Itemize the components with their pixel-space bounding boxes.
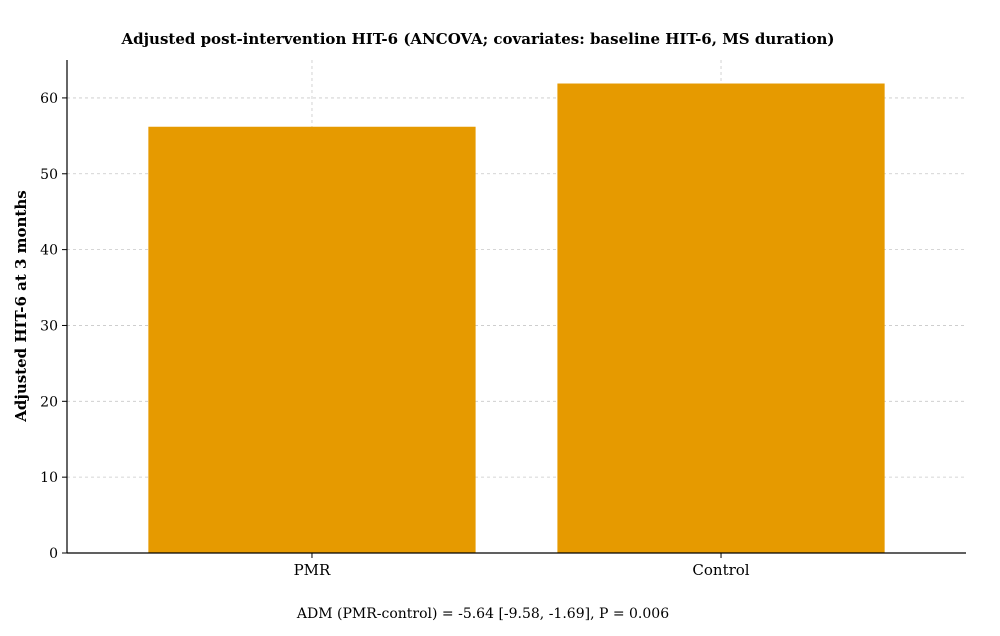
- y-tick-label: 30: [40, 318, 58, 334]
- y-ticks: 0 10 20 30 40 50 60: [40, 91, 67, 562]
- chart-annotation: ADM (PMR-control) = -5.64 [-9.58, -1.69]…: [296, 606, 669, 622]
- bar-pmr: [148, 126, 476, 553]
- y-tick-label: 10: [40, 470, 58, 486]
- y-tick-label: 50: [40, 167, 58, 183]
- y-tick-label: 20: [40, 394, 58, 410]
- chart-title: Adjusted post-intervention HIT-6 (ANCOVA…: [120, 30, 834, 48]
- y-tick-label: 0: [49, 546, 58, 562]
- x-tick-label-control: Control: [692, 561, 749, 579]
- axes: [66, 60, 966, 554]
- y-tick-label: 60: [40, 91, 58, 107]
- x-ticks: PMR Control: [294, 553, 750, 579]
- bar-control: [557, 83, 885, 554]
- bars: [148, 83, 885, 554]
- y-tick-label: 40: [40, 243, 58, 259]
- y-axis-label: Adjusted HIT-6 at 3 months: [12, 190, 30, 422]
- x-tick-label-pmr: PMR: [294, 561, 331, 579]
